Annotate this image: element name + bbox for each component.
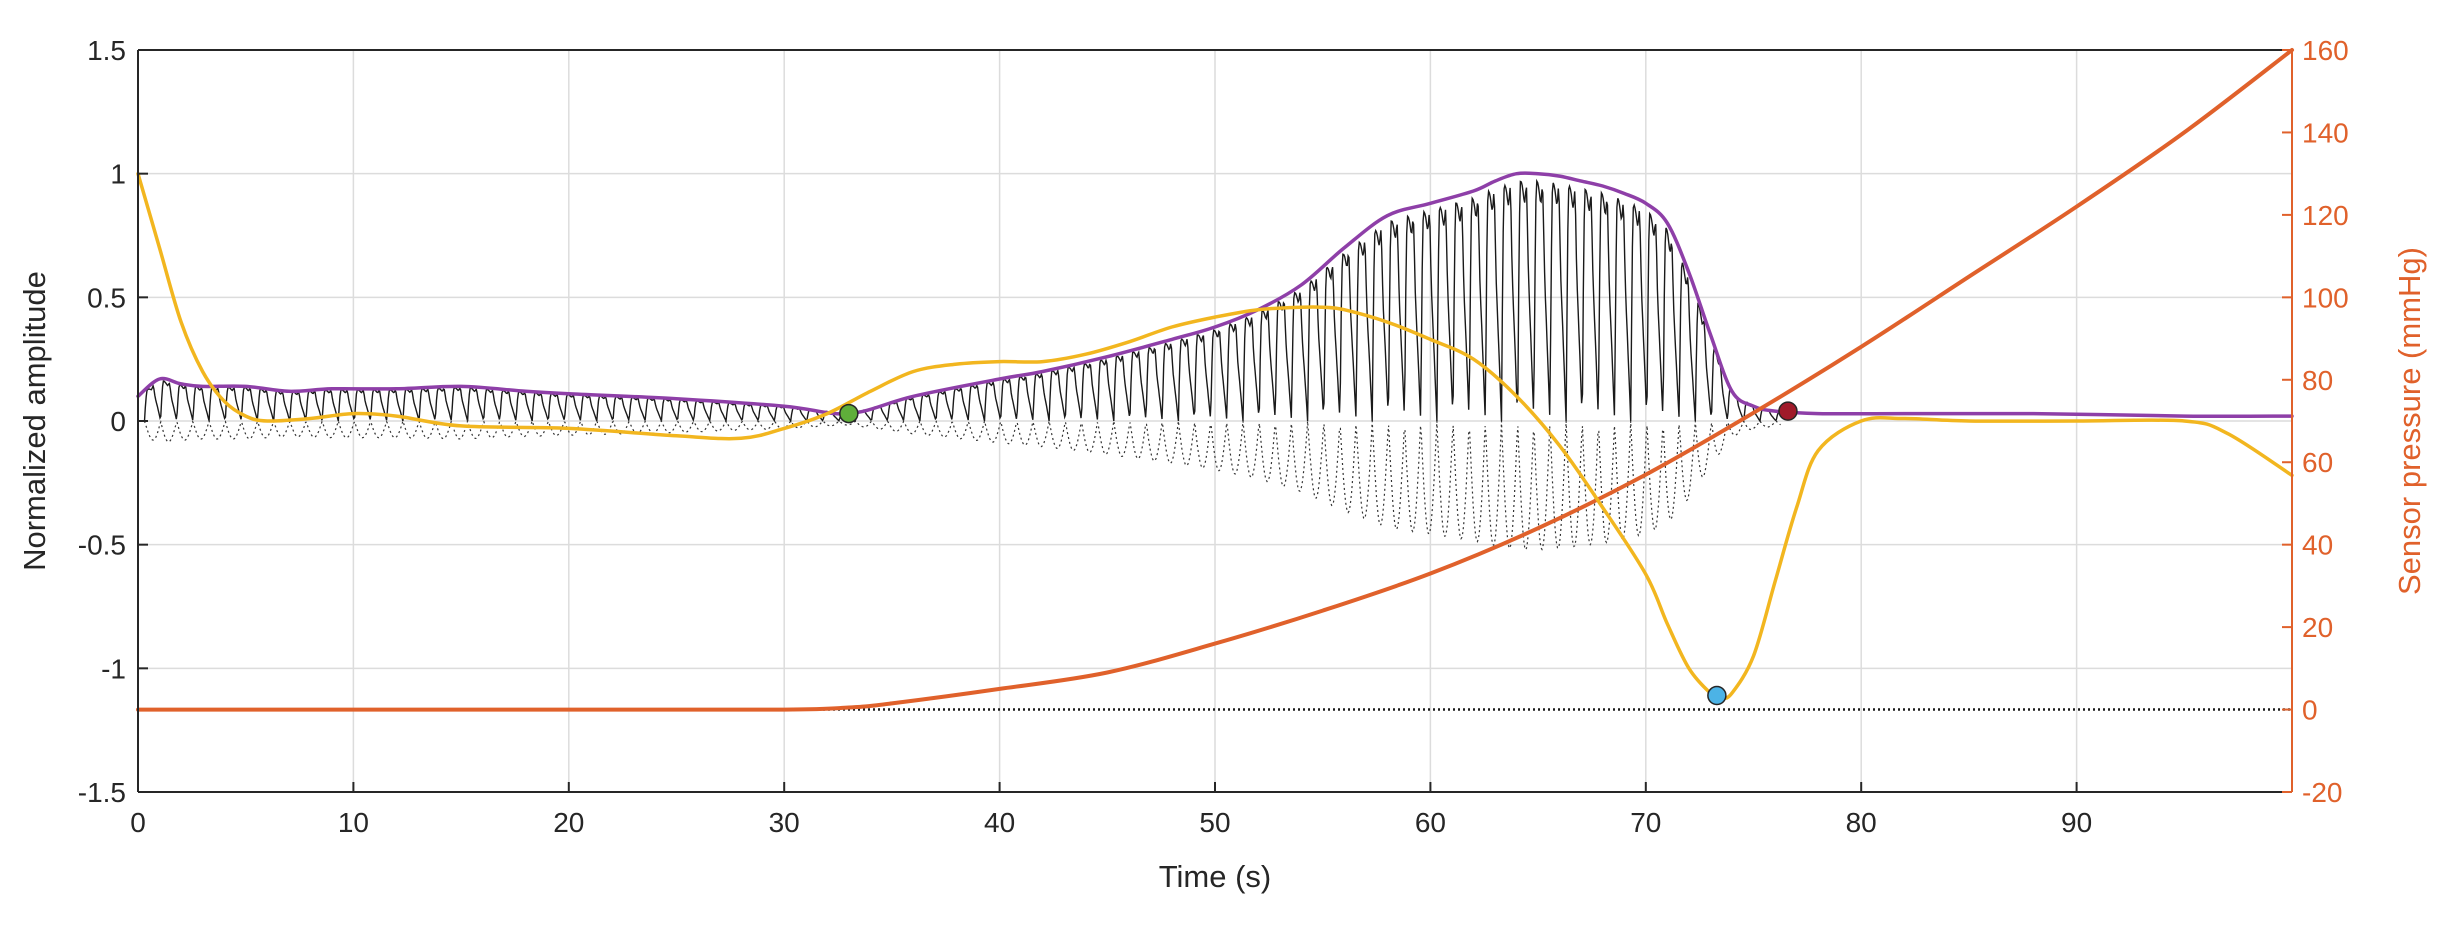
green-marker xyxy=(839,403,859,424)
y-left-tick-label: -1 xyxy=(101,653,126,684)
x-tick-label: 30 xyxy=(769,807,800,838)
y-right-tick-label: -20 xyxy=(2302,777,2342,808)
series-sensor-pressure xyxy=(136,48,2294,712)
oscillation-signal xyxy=(143,178,1781,551)
x-tick-label: 80 xyxy=(1846,807,1877,838)
red-marker xyxy=(1778,401,1798,421)
y-right-tick-label: 120 xyxy=(2302,200,2349,231)
y-right-tick-label: 40 xyxy=(2302,530,2333,561)
y-left-tick-label: -0.5 xyxy=(78,530,126,561)
y-left-tick-label: 1 xyxy=(110,159,126,190)
x-tick-label: 70 xyxy=(1630,807,1661,838)
y-right-tick-label: 80 xyxy=(2302,365,2333,396)
x-tick-label: 90 xyxy=(2061,807,2092,838)
oscillation-positive xyxy=(143,178,1781,424)
y-left-tick-label: 1.5 xyxy=(87,35,126,66)
y-left-tick-label: 0 xyxy=(110,406,126,437)
x-tick-label: 20 xyxy=(553,807,584,838)
series-envelope xyxy=(136,171,2294,419)
grid xyxy=(138,50,2292,792)
y-right-tick-label: 100 xyxy=(2302,282,2349,313)
y-right-axis-title: Sensor pressure (mmHg) xyxy=(2392,247,2427,595)
x-axis-title: Time (s) xyxy=(1159,859,1272,894)
x-tick-label: 60 xyxy=(1415,807,1446,838)
y-right-tick-label: 60 xyxy=(2302,447,2333,478)
x-tick-label: 50 xyxy=(1199,807,1230,838)
y-right-tick-label: 0 xyxy=(2302,695,2318,726)
y-left-tick-label: 0.5 xyxy=(87,282,126,313)
markers xyxy=(839,401,1798,706)
y-left-tick-label: -1.5 xyxy=(78,777,126,808)
y-left-axis-title: Normalized amplitude xyxy=(17,271,52,571)
y-right-tick-label: 140 xyxy=(2302,117,2349,148)
blue-marker xyxy=(1707,685,1727,706)
axes: 0 10 20 30 40 50 60 70 80 90 -1.5 -1 -0.5 0 0.5 1 1.5 -20… xyxy=(17,35,2427,894)
series-derivative-curve xyxy=(136,171,2294,701)
y-right-tick-label: 160 xyxy=(2302,35,2349,66)
x-tick-label: 0 xyxy=(130,807,146,838)
x-tick-label: 10 xyxy=(338,807,369,838)
x-tick-label: 40 xyxy=(984,807,1015,838)
y-right-tick-label: 20 xyxy=(2302,612,2333,643)
series-lines xyxy=(136,48,2294,712)
